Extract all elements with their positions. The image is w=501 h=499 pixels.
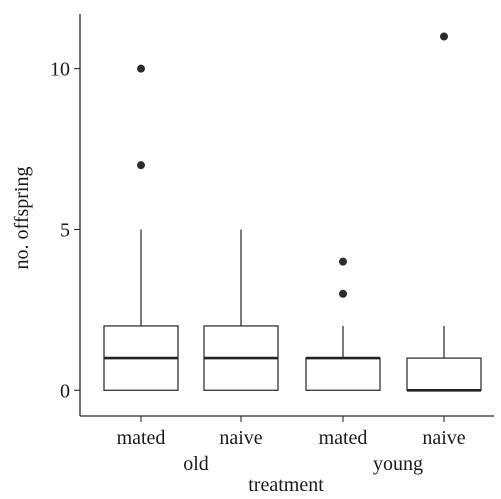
box-iqr xyxy=(305,357,381,391)
x-tick-label: mated xyxy=(319,427,368,449)
axes xyxy=(79,14,494,417)
group-label-young: young xyxy=(373,453,423,475)
y-tick-label: 5 xyxy=(60,219,70,241)
group-label-old: old xyxy=(183,453,209,475)
outlier-point xyxy=(137,64,145,73)
group-labels: old young xyxy=(183,453,423,475)
boxes xyxy=(103,32,482,392)
y-axis-title: no. offspring xyxy=(11,167,33,270)
x-tick-label: naive xyxy=(422,427,465,449)
outlier-point xyxy=(440,32,448,41)
x-labels: mated naive mated naive xyxy=(117,416,466,449)
y-tick-label: 0 xyxy=(60,380,70,402)
x-tick-label: naive xyxy=(219,427,262,449)
outlier-point xyxy=(137,161,145,170)
box-old-mated xyxy=(103,64,179,391)
y-ticks: 0 5 10 xyxy=(50,59,80,402)
box-young-mated xyxy=(305,257,381,391)
x-tick-label: mated xyxy=(117,427,166,449)
outlier-point xyxy=(339,289,347,298)
box-iqr xyxy=(406,357,482,391)
y-tick-label: 10 xyxy=(50,59,70,81)
x-axis-title: treatment xyxy=(248,474,324,496)
box-old-naive xyxy=(203,229,279,391)
outlier-point xyxy=(339,257,347,266)
box-young-naive xyxy=(406,32,482,392)
